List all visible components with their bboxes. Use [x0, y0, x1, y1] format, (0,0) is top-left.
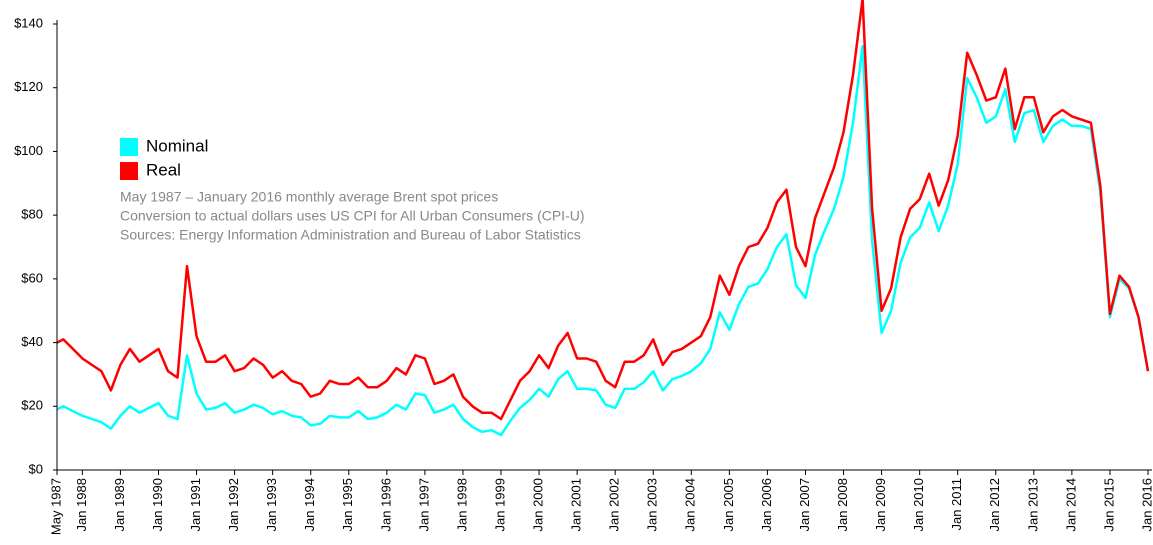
x-tick-label: Jan 2004 — [683, 478, 698, 532]
x-tick-label: Jan 2014 — [1063, 478, 1078, 532]
x-tick-label: Jan 1996 — [378, 478, 393, 532]
x-tick-label: Jan 2000 — [531, 478, 546, 532]
y-tick-label: $80 — [21, 207, 43, 222]
legend-label: Real — [146, 160, 181, 179]
y-tick-label: $60 — [21, 270, 43, 285]
x-tick-label: Jan 2012 — [987, 478, 1002, 532]
x-tick-label: May 1987 — [48, 478, 63, 535]
legend-swatch — [120, 162, 138, 180]
y-tick-label: $140 — [14, 15, 43, 30]
x-tick-label: Jan 2011 — [949, 478, 964, 531]
legend-swatch — [120, 138, 138, 156]
x-tick-label: Jan 1989 — [112, 478, 127, 532]
x-tick-label: Jan 1993 — [264, 478, 279, 532]
y-tick-label: $20 — [21, 398, 43, 413]
annotation: Conversion to actual dollars uses US CPI… — [120, 208, 585, 224]
x-tick-label: Jan 2016 — [1139, 478, 1153, 532]
x-tick-label: Jan 2007 — [797, 478, 812, 532]
x-tick-label: Jan 2008 — [835, 478, 850, 532]
x-tick-label: Jan 1994 — [302, 478, 317, 532]
x-tick-label: Jan 1990 — [150, 478, 165, 532]
plot-area — [57, 0, 1150, 437]
x-tick-label: Jan 2009 — [873, 478, 888, 532]
x-tick-label: Jan 1988 — [74, 478, 89, 532]
legend-label: Nominal — [146, 136, 208, 155]
x-tick-label: Jan 1995 — [340, 478, 355, 532]
x-tick-label: Jan 2005 — [721, 478, 736, 532]
x-tick-label: Jan 1997 — [416, 478, 431, 532]
x-tick-label: Jan 1999 — [492, 478, 507, 532]
x-tick-label: Jan 1992 — [226, 478, 241, 532]
annotation: Sources: Energy Information Administrati… — [120, 227, 581, 243]
series-line — [57, 45, 1150, 437]
y-tick-label: $120 — [14, 79, 43, 94]
x-tick-label: Jan 2002 — [607, 478, 622, 532]
x-tick-label: Jan 2013 — [1025, 478, 1040, 532]
series-line — [57, 0, 1150, 421]
x-tick-label: Jan 2010 — [911, 478, 926, 532]
x-tick-label: Jan 1998 — [454, 478, 469, 532]
y-tick-label: $0 — [29, 461, 43, 476]
y-tick-label: $40 — [21, 334, 43, 349]
x-tick-label: Jan 2015 — [1101, 478, 1116, 532]
x-tick-label: Jan 2003 — [645, 478, 660, 532]
annotation: May 1987 – January 2016 monthly average … — [120, 189, 498, 205]
x-tick-label: Jan 2006 — [759, 478, 774, 532]
y-tick-label: $100 — [14, 143, 43, 158]
x-tick-label: Jan 1991 — [188, 478, 203, 532]
x-tick-label: Jan 2001 — [569, 478, 584, 532]
